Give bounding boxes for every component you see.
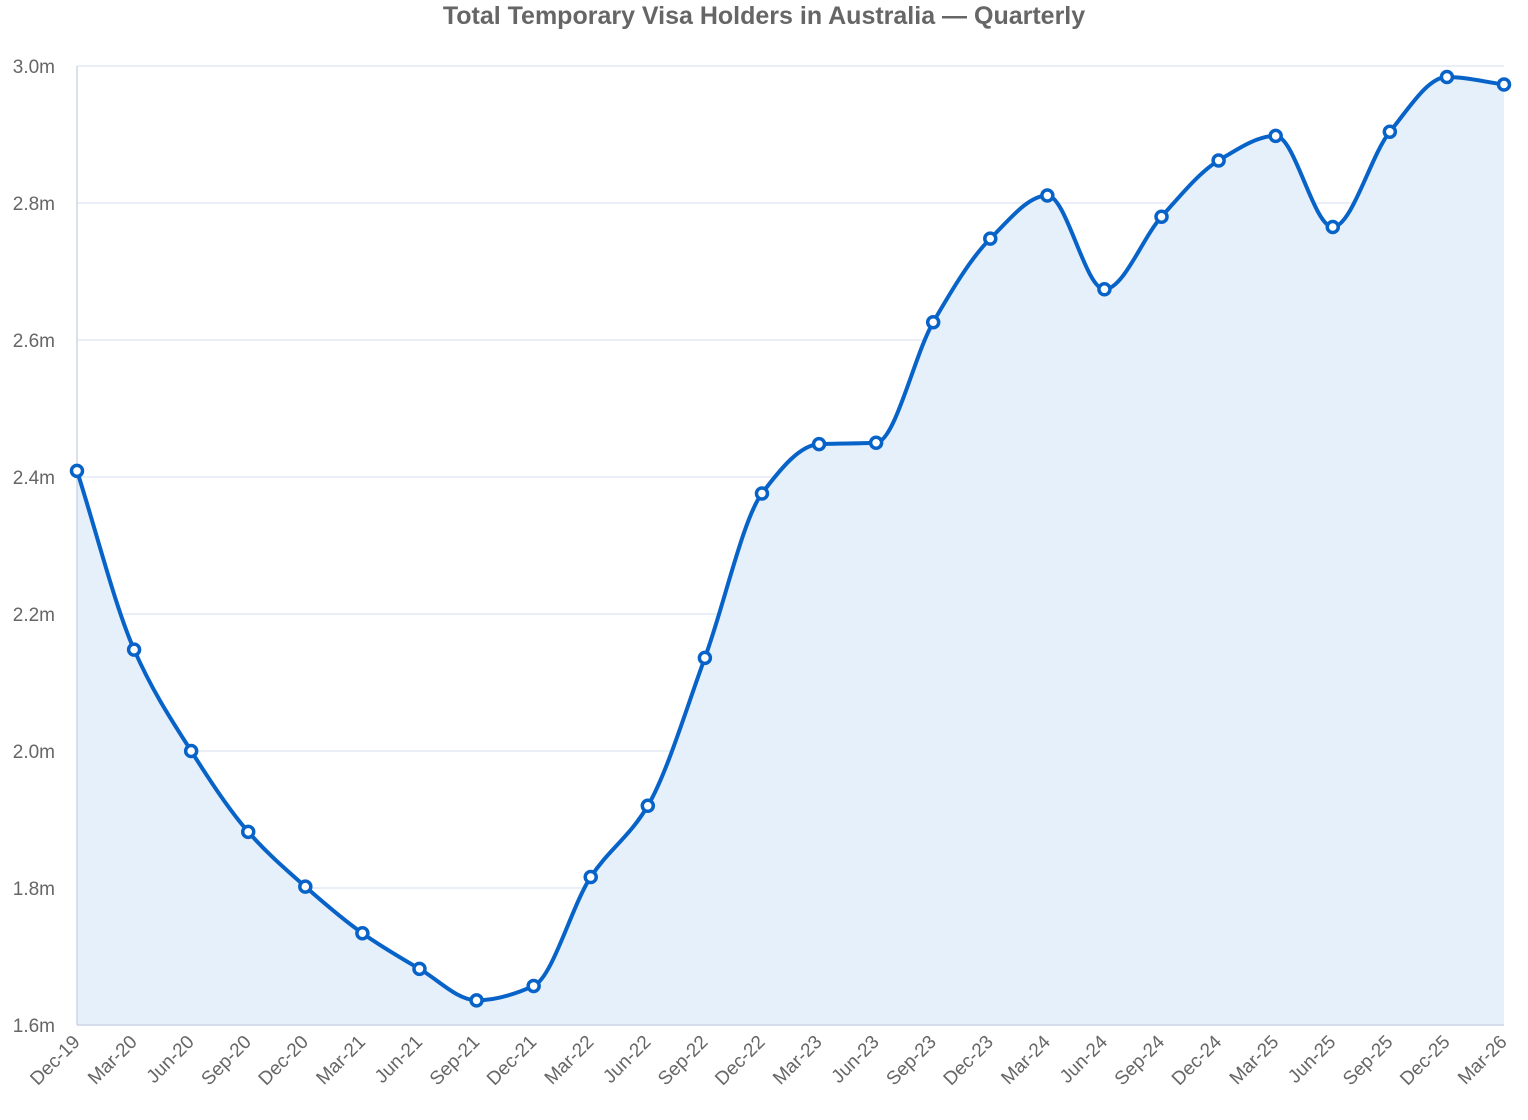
data-point-mar-23[interactable] xyxy=(811,436,827,452)
x-tick-label: Mar-25 xyxy=(1226,1032,1283,1089)
y-tick-label: 2.4m xyxy=(13,468,55,489)
x-tick-label: Jun-20 xyxy=(143,1032,199,1088)
data-points xyxy=(69,69,1512,1008)
data-point-mar-20[interactable] xyxy=(126,642,142,657)
x-tick-label: Jun-22 xyxy=(599,1032,655,1088)
data-point-mar-21[interactable] xyxy=(355,925,370,941)
chart-title: Total Temporary Visa Holders in Australi… xyxy=(443,2,1085,30)
data-point-jun-25[interactable] xyxy=(1325,219,1341,235)
data-point-sep-25[interactable] xyxy=(1382,124,1398,140)
data-point-dec-20[interactable] xyxy=(298,879,313,894)
data-point-mar-25[interactable] xyxy=(1268,128,1283,144)
data-point-sep-20[interactable] xyxy=(240,824,256,840)
y-tick-label: 1.6m xyxy=(13,1016,55,1037)
y-tick-label: 3.0m xyxy=(13,57,55,78)
data-point-mar-22[interactable] xyxy=(583,869,598,885)
data-point-sep-24[interactable] xyxy=(1154,209,1169,224)
data-point-dec-25[interactable] xyxy=(1439,69,1455,85)
x-tick-label: Mar-26 xyxy=(1454,1032,1511,1089)
x-tick-label: Mar-22 xyxy=(541,1032,598,1089)
x-tick-label: Dec-23 xyxy=(940,1032,998,1090)
x-tick-label: Mar-20 xyxy=(84,1032,141,1089)
x-tick-label: Dec-20 xyxy=(255,1032,313,1090)
axes xyxy=(76,66,1504,1026)
x-tick-label: Sep-21 xyxy=(426,1032,484,1090)
data-point-sep-22[interactable] xyxy=(697,650,713,666)
y-tick-label: 2.0m xyxy=(13,742,55,763)
x-tick-label: Dec-19 xyxy=(26,1032,84,1090)
y-axis-tick-labels: 1.6m 1.8m 2.0m 2.2m 2.4m 2.6m 2.8m 3.0m xyxy=(13,57,55,1037)
x-tick-label: Dec-25 xyxy=(1396,1032,1454,1090)
x-tick-label: Dec-21 xyxy=(483,1032,541,1090)
x-tick-label: Sep-23 xyxy=(883,1032,941,1090)
x-tick-label: Dec-24 xyxy=(1168,1031,1226,1089)
x-tick-label: Jun-25 xyxy=(1284,1032,1340,1088)
data-point-jun-24[interactable] xyxy=(1097,282,1112,297)
data-point-mar-24[interactable] xyxy=(1040,188,1055,203)
series-area xyxy=(77,76,1504,1025)
data-point-dec-22[interactable] xyxy=(754,486,770,501)
data-point-mar-26[interactable] xyxy=(1496,77,1512,92)
x-tick-label: Dec-22 xyxy=(711,1032,769,1090)
x-tick-label: Mar-23 xyxy=(769,1032,826,1089)
data-point-jun-23[interactable] xyxy=(868,435,884,450)
data-point-sep-21[interactable] xyxy=(469,993,484,1008)
data-point-jun-22[interactable] xyxy=(640,798,656,814)
x-tick-label: Jun-24 xyxy=(1056,1031,1112,1087)
y-tick-label: 1.8m xyxy=(13,879,55,900)
data-point-sep-23[interactable] xyxy=(925,314,941,330)
x-tick-label: Sep-22 xyxy=(654,1032,712,1090)
data-point-dec-19[interactable] xyxy=(69,463,85,479)
y-tick-label: 2.8m xyxy=(13,194,55,215)
x-tick-label: Mar-24 xyxy=(997,1031,1055,1089)
data-point-jun-20[interactable] xyxy=(183,743,199,759)
data-point-dec-21[interactable] xyxy=(526,978,541,994)
area-fill xyxy=(77,76,1504,1025)
x-tick-label: Mar-21 xyxy=(313,1032,370,1089)
data-point-dec-24[interactable] xyxy=(1211,153,1226,168)
x-tick-label: Jun-23 xyxy=(828,1032,884,1088)
data-point-dec-23[interactable] xyxy=(983,231,998,246)
y-tick-label: 2.2m xyxy=(13,605,55,626)
x-tick-label: Jun-21 xyxy=(371,1032,427,1088)
y-tick-label: 2.6m xyxy=(13,331,55,352)
x-tick-label: Sep-24 xyxy=(1111,1031,1169,1089)
x-tick-label: Sep-20 xyxy=(198,1032,256,1090)
data-point-jun-21[interactable] xyxy=(412,961,427,977)
x-tick-label: Sep-25 xyxy=(1339,1032,1397,1090)
